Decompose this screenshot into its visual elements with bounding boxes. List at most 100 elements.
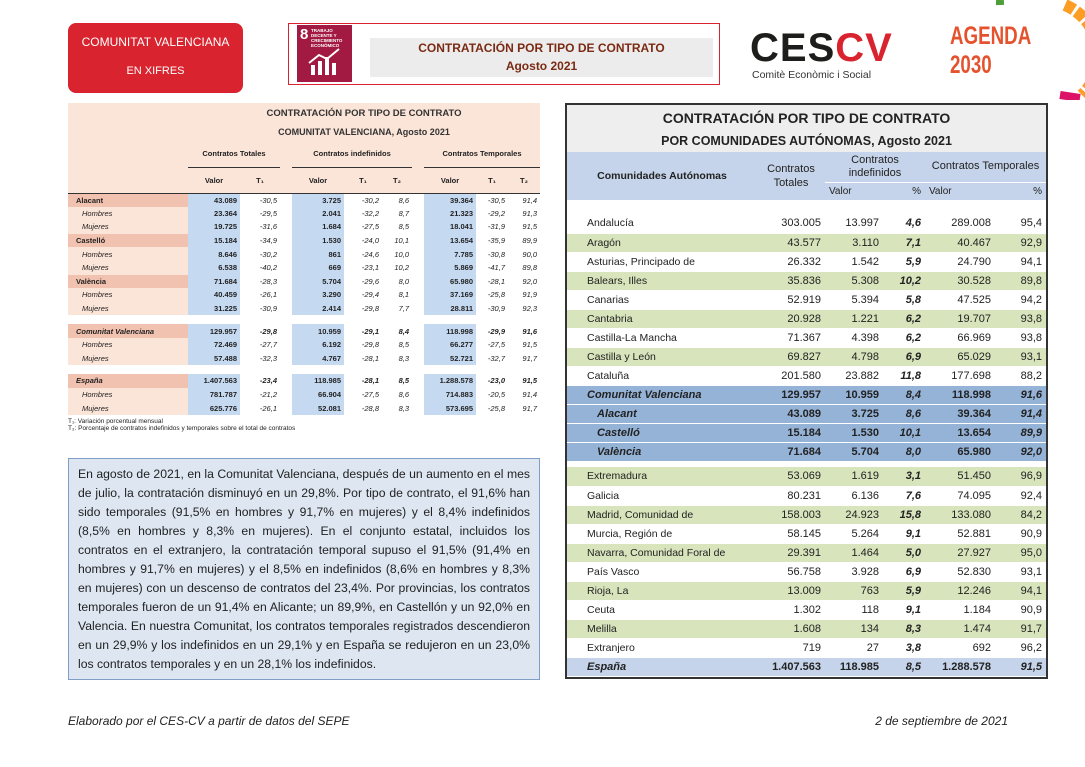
value-cell: 91,5 xyxy=(508,337,541,352)
value-cell: -23,1 xyxy=(344,260,382,275)
spacer xyxy=(280,167,292,194)
row: Alacant 43.089 3.725 8,6 39.364 91,4 xyxy=(567,404,1047,423)
row: Navarra, Comunidad Foral de 29.391 1.464 5,… xyxy=(567,543,1047,562)
value-cell: 3.725 xyxy=(292,193,344,207)
value-cell: 1.530 xyxy=(851,426,879,439)
title-row: CONTRATACIÓN POR TIPO DE CONTRATO xyxy=(567,105,1047,130)
spacer xyxy=(412,388,424,402)
value-cell: 118.985 xyxy=(839,660,879,673)
row: Asturias, Principado de 26.332 1.542 5,9 24.… xyxy=(567,252,1047,271)
value-cell: -29,8 xyxy=(344,301,382,316)
value-cell: 8,4 xyxy=(382,324,412,338)
row-label: Cataluña xyxy=(587,369,630,382)
value-cell: -29,2 xyxy=(476,206,508,221)
value-cell: 15.184 xyxy=(787,426,821,439)
value-cell: -20,5 xyxy=(476,387,508,402)
spacer xyxy=(280,140,292,167)
sub-row: Hombres 23.364 -29,5 2.041 -32,2 8,7 21.323 -29… xyxy=(68,206,541,221)
value-cell: -30,9 xyxy=(476,301,508,316)
value-cell: 18.041 xyxy=(424,220,476,234)
period: Agosto 2021 xyxy=(505,59,578,73)
value-cell: -25,8 xyxy=(476,288,508,302)
value-cell: 5,9 xyxy=(905,584,921,597)
sub-row: Mujeres 57.488 -32,3 4.767 -28,1 8,3 52.721 -32… xyxy=(68,351,541,366)
value-cell: 91,4 xyxy=(508,193,541,207)
value-cell: -30,5 xyxy=(240,193,280,207)
value-cell: -24,0 xyxy=(344,233,382,248)
value-cell: 40.467 xyxy=(957,236,991,249)
column-header: T₂ xyxy=(508,167,541,194)
value-cell: 1.684 xyxy=(292,220,344,234)
value-cell: -29,8 xyxy=(240,324,280,338)
value-cell: 80.231 xyxy=(787,489,821,502)
value-cell: 91,6 xyxy=(1020,388,1043,401)
agenda: AGENDA 2030 xyxy=(950,22,1031,79)
logo: CESCV xyxy=(750,28,893,68)
value-cell: 89,9 xyxy=(1020,426,1043,439)
value-cell: -32,7 xyxy=(476,351,508,366)
value-cell: 69.827 xyxy=(787,350,821,363)
value-cell: 7,6 xyxy=(905,489,921,502)
right-table-wrap: CONTRATACIÓN POR TIPO DE CONTRATO POR COM… xyxy=(565,103,1048,679)
value-cell: 28.811 xyxy=(424,301,476,316)
value-cell: 96,2 xyxy=(1020,641,1043,654)
column-header: Valor xyxy=(188,167,240,194)
left-table-wrap: CONTRATACIÓN POR TIPO DE CONTRATO COMUNIT… xyxy=(68,103,541,432)
value-cell: 58.145 xyxy=(787,527,821,540)
sub-row: Mujeres 625.776 -26,1 52.081 -28,8 8,3 573.695… xyxy=(68,401,541,415)
value-cell: 66.969 xyxy=(957,331,991,344)
row-label: Hombres xyxy=(68,288,188,302)
title-frame xyxy=(288,23,720,85)
column-header: T₁ xyxy=(344,167,382,194)
value-cell: 6,2 xyxy=(905,312,921,325)
value-cell: 91,5 xyxy=(1020,660,1043,673)
value-cell: 66.277 xyxy=(424,337,476,352)
value-cell: 91,3 xyxy=(508,206,541,221)
group-header: Contratos Temporales xyxy=(424,140,541,168)
value-cell: 24.790 xyxy=(957,255,991,268)
value-cell: 692 xyxy=(972,641,991,654)
row-label: Alacant xyxy=(597,407,637,420)
row-label: Mujeres xyxy=(68,301,188,316)
value-cell: 91,4 xyxy=(508,387,541,402)
value-cell: 40.459 xyxy=(188,288,240,302)
value-cell: 4,6 xyxy=(905,217,921,230)
value-cell: 71.684 xyxy=(188,274,240,289)
value-cell: 3.928 xyxy=(851,565,879,578)
row-label: Balears, Illes xyxy=(587,274,648,287)
value-cell: 763 xyxy=(860,584,879,597)
subtitle-row: POR COMUNIDADES AUTÓNOMAS, Agosto 2021 xyxy=(567,130,1047,152)
spacer xyxy=(412,401,424,415)
value-cell: 56.758 xyxy=(787,565,821,578)
date: 2 de septiembre de 2021 xyxy=(875,714,1008,728)
value-cell: 91,4 xyxy=(1020,407,1043,420)
group-header: Contratos Totales xyxy=(188,140,280,168)
value-cell: 118.998 xyxy=(951,388,991,401)
cell xyxy=(68,167,188,194)
spacer xyxy=(280,338,292,352)
left-title: CONTRATACIÓN POR TIPO DE CONTRATO xyxy=(188,103,541,123)
value-cell: 8.646 xyxy=(188,247,240,261)
value-cell: 92,0 xyxy=(508,274,541,289)
source: Elaborado por el CES-CV a partir de dato… xyxy=(68,714,350,728)
spacer xyxy=(280,247,292,261)
value-cell: -23,4 xyxy=(240,374,280,388)
value-cell: -28,3 xyxy=(240,274,280,289)
value-cell: -21,2 xyxy=(240,387,280,402)
value-cell: 573.695 xyxy=(424,401,476,415)
value-cell: 39.364 xyxy=(424,193,476,207)
value-cell: 10,2 xyxy=(382,260,412,275)
spacer xyxy=(412,338,424,352)
group-header: Contratos indefinidos xyxy=(292,140,412,168)
value-cell: -29,1 xyxy=(344,324,382,338)
value-cell: 66.904 xyxy=(292,387,344,402)
row: Balears, Illes 35.836 5.308 10,2 30.528 89,8 xyxy=(567,271,1047,290)
left-table: CONTRATACIÓN POR TIPO DE CONTRATO COMUNIT… xyxy=(68,103,541,415)
value-cell: 94,1 xyxy=(1020,584,1043,597)
row-label: Alacant xyxy=(68,193,188,207)
col-temp: Contratos Temporales xyxy=(925,152,1047,182)
value-cell: 94,1 xyxy=(1020,255,1043,268)
value-cell: -35,9 xyxy=(476,233,508,248)
value-cell: 57.488 xyxy=(188,351,240,366)
spacer xyxy=(412,302,424,316)
